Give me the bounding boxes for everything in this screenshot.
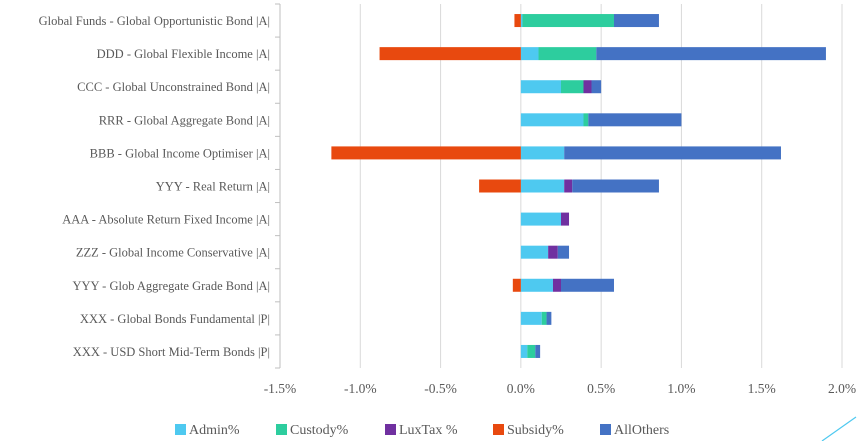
category-axis: [275, 3, 281, 369]
bar-segment: [520, 311, 542, 325]
bar-segment: [572, 179, 659, 193]
legend-label: Custody%: [290, 423, 349, 438]
bar-segment: [520, 14, 523, 28]
category-label: RRR - Global Aggregate Bond |A|: [99, 113, 270, 127]
bar-segment: [583, 80, 592, 94]
bar-segment: [479, 179, 521, 193]
bar-segment: [520, 80, 561, 94]
bar-segment: [596, 47, 826, 61]
x-tick-label: 0.0%: [507, 381, 535, 396]
x-tick-label: -1.0%: [344, 381, 377, 396]
legend-item: LuxTax %: [385, 423, 458, 438]
bar-segment: [552, 278, 561, 292]
bar-segment: [583, 113, 589, 127]
x-tick-label: 1.5%: [748, 381, 776, 396]
x-tick-label: 1.0%: [667, 381, 695, 396]
bar-segment: [548, 245, 558, 259]
legend-item: Admin%: [175, 423, 240, 438]
category-label: ZZZ - Global Income Conservative |A|: [76, 246, 270, 260]
bar-segment: [591, 80, 602, 94]
bar-segment: [520, 344, 528, 358]
bar-segment: [520, 278, 553, 292]
bar-segment: [514, 14, 521, 28]
x-tick-labels: -1.5% -1.0% -0.5% 0.0% 0.5% 1.0% 1.5% 2.0%: [264, 381, 856, 396]
legend: Admin% Custody% LuxTax % Subsidy% AllOthers: [175, 423, 669, 438]
legend-item: Subsidy%: [493, 423, 564, 438]
corner-decoration: [821, 416, 857, 441]
bar-segment: [331, 146, 521, 160]
legend-item: Custody%: [276, 423, 349, 438]
bar-segment: [561, 80, 584, 94]
bar-segment: [561, 278, 614, 292]
bar-segment: [520, 146, 565, 160]
bar-segment: [538, 47, 597, 61]
category-label: XXX - USD Short Mid-Term Bonds |P|: [73, 345, 270, 359]
bar-segment: [520, 212, 561, 226]
category-label: YYY - Real Return |A|: [156, 180, 270, 194]
legend-label: Subsidy%: [507, 423, 564, 438]
category-label: CCC - Global Unconstrained Bond |A|: [77, 80, 270, 94]
x-tick-label: 0.5%: [587, 381, 615, 396]
legend-swatch: [175, 424, 186, 435]
bar-segment: [527, 344, 536, 358]
bar-segment: [379, 47, 521, 61]
category-label: Global Funds - Global Opportunistic Bond…: [39, 14, 270, 28]
legend-label: Admin%: [189, 423, 240, 438]
category-label: XXX - Global Bonds Fundamental |P|: [80, 312, 270, 326]
legend-label: LuxTax %: [399, 423, 458, 438]
category-label: AAA - Absolute Return Fixed Income |A|: [62, 213, 270, 227]
x-tick-label: -1.5%: [264, 381, 297, 396]
bar-segment: [520, 113, 584, 127]
bars: [331, 14, 826, 358]
category-label: BBB - Global Income Optimiser |A|: [90, 146, 270, 160]
bar-segment: [564, 179, 573, 193]
x-tick-label: -0.5%: [424, 381, 457, 396]
legend-swatch: [600, 424, 611, 435]
bar-segment: [613, 14, 659, 28]
bar-segment: [512, 278, 521, 292]
bar-segment: [557, 245, 570, 259]
bar-segment: [520, 179, 565, 193]
category-label: DDD - Global Flexible Income |A|: [97, 47, 270, 61]
decorative-line: [821, 416, 857, 441]
category-label: YYY - Glob Aggregate Grade Bond |A|: [72, 279, 270, 293]
legend-swatch: [385, 424, 396, 435]
bar-segment: [541, 311, 547, 325]
bar-segment: [520, 47, 539, 61]
legend-swatch: [276, 424, 287, 435]
bar-segment: [588, 113, 682, 127]
legend-item: AllOthers: [600, 423, 669, 438]
legend-label: AllOthers: [614, 423, 669, 438]
bar-segment: [546, 311, 552, 325]
bar-segment: [561, 212, 570, 226]
bar-segment: [522, 14, 614, 28]
legend-swatch: [493, 424, 504, 435]
x-tick-label: 2.0%: [828, 381, 856, 396]
bar-segment: [535, 344, 541, 358]
bar-segment: [520, 245, 549, 259]
category-labels: Global Funds - Global Opportunistic Bond…: [39, 14, 270, 359]
bar-segment: [564, 146, 781, 160]
